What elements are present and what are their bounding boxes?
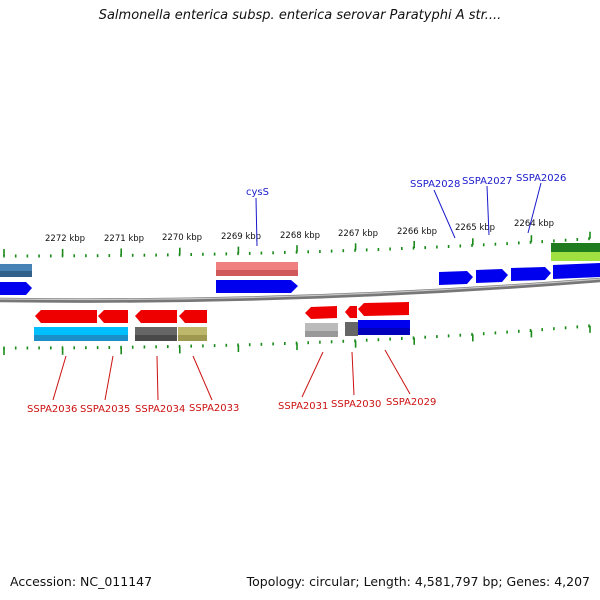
gene-label-sspa2035[interactable]: SSPA2035 — [80, 404, 130, 415]
organism-title: Salmonella enterica subsp. enterica sero… — [98, 8, 502, 23]
gene-label-sspa2030[interactable]: SSPA2030 — [331, 399, 381, 410]
gene-feature-shade — [34, 335, 128, 341]
gene-arrow[interactable] — [35, 310, 97, 323]
gene-feature-shade — [358, 328, 410, 335]
scale-label: 2272 kbp — [45, 234, 85, 244]
gene-feature[interactable] — [551, 243, 600, 252]
gene-arrow[interactable] — [0, 282, 32, 295]
top-scale-ticks — [3, 231, 591, 258]
gene-arrow[interactable] — [179, 310, 207, 323]
leader-line — [351, 351, 355, 396]
gene-feature-shade — [216, 270, 298, 276]
gene-arrow[interactable] — [305, 306, 337, 319]
gene-label-sspa2026[interactable]: SSPA2026 — [516, 173, 566, 184]
gene-feature[interactable] — [551, 252, 600, 261]
reverse-gene-labels: SSPA2036 SSPA2035 SSPA2034 SSPA2033 SSPA… — [27, 397, 436, 415]
gene-label-sspa2034[interactable]: SSPA2034 — [135, 404, 185, 415]
scale-label: 2266 kbp — [397, 227, 437, 237]
leader-line — [52, 355, 67, 401]
leader-line — [433, 189, 456, 239]
accession-text: Accession: NC_011147 — [10, 574, 153, 589]
leader-line — [255, 197, 258, 247]
leader-line — [156, 355, 159, 401]
scale-label: 2264 kbp — [514, 219, 554, 229]
leader-line — [301, 351, 324, 398]
leader-line — [527, 182, 542, 234]
gene-feature[interactable] — [345, 322, 358, 336]
gene-arrow[interactable] — [216, 280, 298, 293]
gene-arrow[interactable] — [345, 306, 357, 318]
gene-arrow[interactable] — [439, 271, 473, 285]
genome-backbone-highlight — [0, 278, 600, 301]
forward-label-leaders — [255, 182, 542, 247]
leader-line — [104, 355, 114, 401]
reverse-strand-genes — [34, 302, 410, 341]
gene-feature-shade — [135, 335, 177, 341]
gene-label-sspa2029[interactable]: SSPA2029 — [386, 397, 436, 408]
leader-line — [486, 185, 490, 236]
gene-feature-shade — [178, 335, 207, 341]
gene-label-sspa2036[interactable]: SSPA2036 — [27, 404, 77, 415]
scale-label: 2270 kbp — [162, 233, 202, 243]
genome-summary-text: Topology: circular; Length: 4,581,797 bp… — [246, 574, 590, 589]
scale-label: 2265 kbp — [455, 223, 495, 233]
gene-label-cysS[interactable]: cysS — [246, 187, 269, 198]
scale-label: 2268 kbp — [280, 231, 320, 241]
gene-label-sspa2027[interactable]: SSPA2027 — [462, 176, 512, 187]
gene-label-sspa2028[interactable]: SSPA2028 — [410, 179, 460, 190]
scale-label: 2269 kbp — [221, 232, 261, 242]
gene-feature-shade — [0, 271, 32, 277]
gene-arrow[interactable] — [476, 269, 508, 283]
gene-arrow[interactable] — [98, 310, 128, 323]
forward-gene-labels: cysS SSPA2028 SSPA2027 SSPA2026 — [246, 173, 566, 198]
gene-label-sspa2031[interactable]: SSPA2031 — [278, 401, 328, 412]
scale-label: 2271 kbp — [104, 234, 144, 244]
forward-strand-genes — [0, 243, 600, 295]
gene-feature-shade — [305, 331, 338, 337]
gene-arrow[interactable] — [553, 263, 600, 279]
reverse-label-leaders — [52, 349, 411, 401]
gene-arrow[interactable] — [358, 302, 409, 316]
scale-labels: 2272 kbp 2271 kbp 2270 kbp 2269 kbp 2268… — [45, 219, 554, 244]
bottom-scale-ticks — [3, 324, 591, 355]
leader-line — [192, 355, 213, 401]
gene-arrow[interactable] — [511, 267, 551, 281]
gene-label-sspa2033[interactable]: SSPA2033 — [189, 403, 239, 414]
genome-backbone — [0, 277, 600, 303]
gene-arrow[interactable] — [135, 310, 177, 323]
leader-line — [384, 349, 411, 395]
scale-label: 2267 kbp — [338, 229, 378, 239]
